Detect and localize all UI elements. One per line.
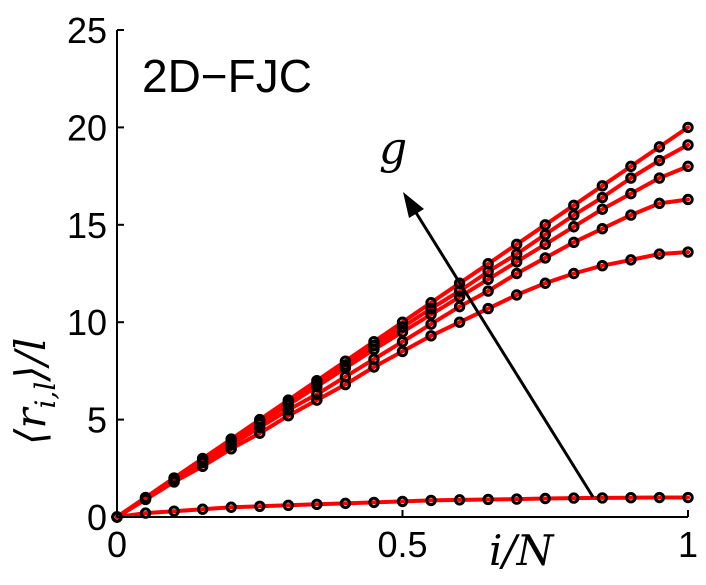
series-line-1 bbox=[115, 495, 690, 519]
data-point bbox=[368, 339, 380, 352]
data-point bbox=[168, 505, 180, 517]
gravity-arrow bbox=[403, 192, 595, 498]
data-point bbox=[196, 452, 209, 465]
x-axis-label: i/N bbox=[489, 526, 555, 575]
y-tick-label: 10 bbox=[67, 302, 107, 343]
y-axis-label: ⟨ri,l⟩/l bbox=[6, 338, 62, 445]
data-point bbox=[653, 491, 666, 504]
data-point bbox=[368, 335, 380, 348]
data-point bbox=[425, 308, 437, 321]
gravity-arrow-shaft bbox=[408, 202, 595, 498]
data-point bbox=[482, 302, 494, 315]
data-point bbox=[196, 503, 209, 515]
y-tick-label: 25 bbox=[67, 10, 107, 51]
data-point bbox=[653, 154, 666, 167]
y-axis-label-tail: ⟩/l bbox=[6, 338, 55, 383]
series-line-2 bbox=[115, 250, 690, 519]
data-point bbox=[453, 494, 466, 506]
gravity-label: g bbox=[379, 123, 407, 174]
data-point bbox=[339, 497, 352, 510]
marker-layer bbox=[111, 121, 694, 523]
data-point bbox=[539, 219, 551, 231]
data-point bbox=[511, 267, 523, 280]
data-point bbox=[653, 248, 666, 260]
data-point bbox=[254, 413, 266, 426]
data-point bbox=[625, 160, 637, 173]
data-point bbox=[396, 316, 409, 328]
data-point bbox=[539, 277, 551, 289]
data-point bbox=[539, 252, 551, 264]
data-point bbox=[568, 221, 580, 233]
x-tick-label: 0.5 bbox=[377, 524, 427, 565]
data-point bbox=[396, 321, 409, 333]
data-point bbox=[653, 172, 666, 184]
data-point bbox=[682, 193, 694, 206]
x-tick-label: 0 bbox=[107, 524, 127, 565]
data-point bbox=[682, 121, 694, 134]
data-point bbox=[482, 285, 494, 297]
data-point bbox=[425, 297, 437, 309]
data-point bbox=[511, 289, 523, 301]
data-point bbox=[453, 291, 466, 303]
data-point bbox=[625, 187, 637, 200]
data-point bbox=[596, 222, 609, 235]
data-point bbox=[425, 302, 437, 315]
data-point bbox=[653, 141, 666, 153]
data-point bbox=[568, 199, 580, 212]
data-point bbox=[596, 492, 609, 504]
data-point bbox=[225, 433, 237, 445]
x-tick-label: 1 bbox=[678, 524, 698, 565]
data-point bbox=[139, 491, 152, 504]
data-point bbox=[311, 374, 323, 387]
data-point bbox=[511, 493, 523, 505]
y-tick-label: 20 bbox=[67, 107, 107, 148]
data-point bbox=[625, 492, 637, 504]
data-point bbox=[625, 254, 637, 266]
data-point bbox=[282, 410, 294, 422]
gravity-arrow-head bbox=[403, 192, 424, 218]
y-tick-label: 15 bbox=[67, 205, 107, 246]
data-point bbox=[282, 499, 294, 512]
y-tick-label: 0 bbox=[87, 497, 107, 538]
data-point bbox=[368, 496, 380, 509]
data-point bbox=[453, 316, 466, 328]
data-point bbox=[625, 209, 637, 221]
data-point bbox=[568, 236, 580, 249]
axes-layer bbox=[116, 30, 688, 518]
data-point bbox=[596, 191, 609, 204]
data-point bbox=[596, 203, 609, 215]
data-point bbox=[682, 160, 694, 173]
data-point bbox=[482, 493, 494, 506]
data-point bbox=[311, 498, 323, 511]
data-point bbox=[682, 246, 694, 258]
y-axis-label-head: ⟨r bbox=[6, 406, 55, 445]
chart-title: 2D−FJC bbox=[142, 50, 312, 102]
ticks-layer: 0 5 10 15 20 25 0 0.5 1 bbox=[67, 10, 698, 565]
data-point bbox=[339, 355, 352, 367]
data-point bbox=[311, 394, 323, 406]
data-point bbox=[568, 492, 580, 504]
data-point bbox=[396, 495, 409, 508]
data-point bbox=[596, 180, 609, 192]
data-point bbox=[339, 359, 352, 371]
data-point bbox=[453, 277, 466, 289]
data-point bbox=[225, 501, 237, 513]
y-axis-label-sub: i,l bbox=[29, 382, 62, 409]
data-point bbox=[539, 492, 551, 505]
data-point bbox=[568, 267, 580, 280]
data-point bbox=[511, 238, 523, 250]
data-point bbox=[282, 394, 294, 406]
y-tick-label: 5 bbox=[87, 400, 107, 441]
data-point bbox=[682, 491, 694, 504]
data-point bbox=[254, 500, 266, 512]
data-point bbox=[682, 139, 694, 151]
data-point bbox=[625, 172, 637, 184]
data-point bbox=[168, 472, 180, 484]
data-point bbox=[425, 494, 437, 507]
data-point bbox=[653, 197, 666, 210]
data-point bbox=[482, 258, 494, 270]
data-point bbox=[425, 330, 437, 342]
data-point bbox=[596, 260, 609, 272]
